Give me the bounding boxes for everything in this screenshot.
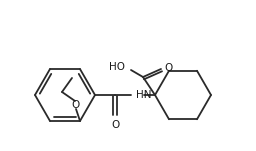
- Text: O: O: [164, 63, 172, 73]
- Text: O: O: [111, 120, 119, 130]
- Text: HN: HN: [136, 90, 152, 100]
- Text: O: O: [71, 100, 79, 110]
- Text: HO: HO: [109, 62, 125, 72]
